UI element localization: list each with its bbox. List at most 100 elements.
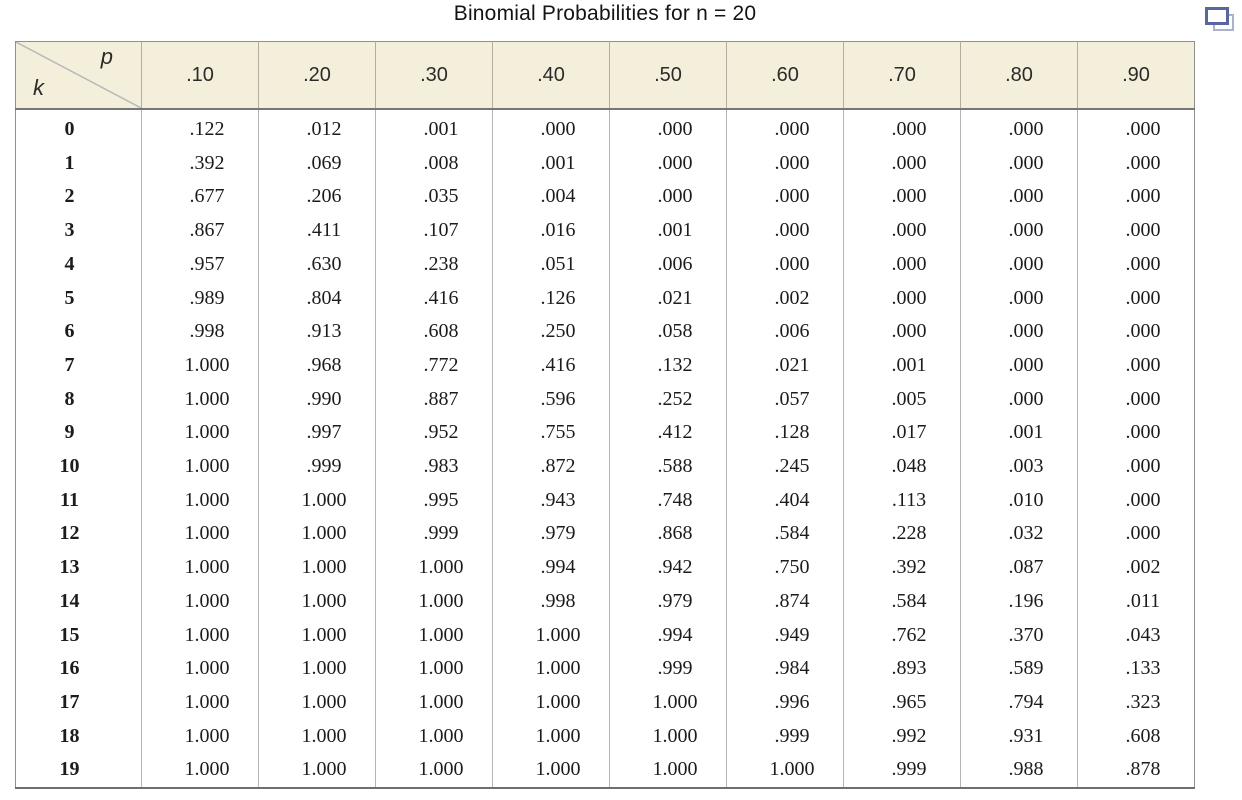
probability-cell: .005 [843,382,961,417]
probability-cell: .989 [141,281,259,316]
probability-cell: .000 [726,180,844,215]
probability-cell: .035 [375,180,493,215]
table-row: 1.392.069.008.001.000.000.000.000.000 [16,146,1195,181]
probability-cell: .887 [375,382,493,417]
probability-cell: .872 [492,450,610,484]
probability-cell: .011 [1077,584,1195,619]
probability-cell: 1.000 [375,719,493,754]
table-row: 11 1.000 1.000.995.943.748.404.113.010.000 [16,483,1195,518]
probability-cell: .196 [960,584,1078,619]
probability-cell: .051 [492,247,610,282]
probability-cell: .032 [960,517,1078,552]
probability-cell: .250 [492,315,610,349]
probability-cell: .994 [492,551,610,585]
table-row: 14 1.000 1.000 1.000.998.979.874.584.196.01… [16,584,1195,619]
probability-cell: .001 [843,348,961,383]
probability-cell: 1.000 [258,652,376,686]
probability-cell: .750 [726,551,844,585]
probability-cell: .000 [1077,450,1195,484]
probability-cell: 1.000 [492,618,610,653]
probability-cell: .000 [1077,382,1195,417]
k-value-cell: 16 [59,657,80,680]
p-column-header: .80 [960,41,1078,110]
probability-cell: .006 [609,247,727,282]
table-row: 6.998.913.608.250.058.006.000.000.000 [16,315,1195,349]
probability-cell: .999 [609,652,727,686]
probability-cell: .584 [843,584,961,619]
probability-cell: .392 [843,551,961,585]
probability-cell: .048 [843,450,961,484]
probability-cell: .416 [375,281,493,316]
probability-cell: 1.000 [492,719,610,754]
probability-cell: 1.000 [141,584,259,619]
probability-cell: .596 [492,382,610,417]
probability-cell: .004 [492,180,610,215]
probability-cell: .000 [1077,109,1195,147]
probability-cell: 1.000 [375,551,493,585]
probability-cell: .069 [258,146,376,181]
probability-cell: 1.000 [141,382,259,417]
table-row: 13 1.000 1.000 1.000.994.942.750.392.087.00… [16,551,1195,585]
probability-cell: .012 [258,109,376,147]
probability-cell: .999 [726,719,844,754]
k-value-cell: 8 [64,387,75,410]
probability-cell: 1.000 [141,618,259,653]
probability-cell: .000 [960,214,1078,248]
probability-cell: .000 [843,109,961,147]
k-value-cell: 3 [64,219,75,242]
probability-cell: 1.000 [726,753,844,789]
probability-cell: 1.000 [375,618,493,653]
probability-cell: .000 [843,214,961,248]
k-value-cell: 11 [60,488,79,511]
p-column-header: .90 [1077,41,1195,110]
probability-cell: .057 [726,382,844,417]
probability-cell: .804 [258,281,376,316]
probability-cell: .000 [960,281,1078,316]
probability-cell: 1.000 [141,450,259,484]
probability-cell: .748 [609,483,727,518]
table-row: 12 1.000 1.000.999.979.868.584.228.032.000 [16,517,1195,552]
probability-cell: .000 [843,180,961,215]
probability-cell: 1.000 [609,753,727,789]
p-column-header: .50 [609,41,727,110]
probability-cell: .942 [609,551,727,585]
probability-cell: .984 [726,652,844,686]
probability-cell: .878 [1077,753,1195,789]
probability-cell: .000 [843,146,961,181]
k-value-cell: 5 [64,286,75,309]
probability-cell: .000 [609,180,727,215]
probability-cell: .772 [375,348,493,383]
probability-cell: .992 [843,719,961,754]
probability-cell: .043 [1077,618,1195,653]
probability-cell: .370 [960,618,1078,653]
probability-cell: 1.000 [141,416,259,451]
probability-cell: .000 [960,247,1078,282]
probability-cell: .132 [609,348,727,383]
probability-cell: .931 [960,719,1078,754]
probability-cell: .411 [258,214,376,248]
probability-cell: 1.000 [258,517,376,552]
probability-cell: 1.000 [141,551,259,585]
probability-cell: .794 [960,685,1078,720]
table-row: 0.122.012.001.000.000.000.000.000.000 [16,109,1195,147]
table-row: 3.867.411.107.016.001.000.000.000.000 [16,214,1195,248]
header-row: p k .10.20.30.40.50.60.70.80.90 [15,41,1195,110]
probability-cell: .957 [141,247,259,282]
probability-cell: .983 [375,450,493,484]
probability-cell: .087 [960,551,1078,585]
probability-cell: .001 [492,146,610,181]
probability-cell: .000 [843,247,961,282]
probability-cell: 1.000 [375,652,493,686]
probability-cell: .001 [375,109,493,147]
table-row: 10 1.000.999.983.872.588.245.048.003.000 [16,450,1195,484]
table-row: 5.989.804.416.126.021.002.000.000.000 [16,281,1195,316]
probability-cell: .000 [1077,180,1195,215]
probability-cell: .000 [1077,517,1195,552]
probability-cell: .000 [1077,214,1195,248]
duplicate-window-icon[interactable] [1205,7,1238,33]
probability-cell: 1.000 [258,483,376,518]
probability-cell: .584 [726,517,844,552]
probability-cell: .016 [492,214,610,248]
p-column-header: .30 [375,41,493,110]
probability-cell: .000 [1077,281,1195,316]
